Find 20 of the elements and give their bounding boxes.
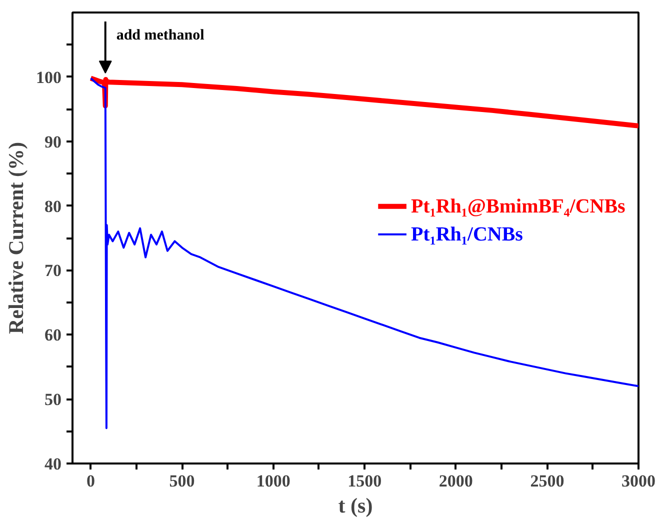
y-tick-label: 60	[44, 326, 62, 345]
x-tick-label: 1000	[256, 472, 290, 490]
y-tick-label: 70	[44, 261, 62, 280]
y-tick-label: 100	[36, 68, 62, 87]
x-axis-title: t (s)	[338, 494, 373, 518]
x-tick-label: 2500	[530, 472, 564, 490]
legend-label: Pt₁Rh₁/CNBs	[410, 223, 524, 246]
x-tick-label: 500	[169, 472, 195, 490]
x-tick-label: 3000	[622, 472, 656, 490]
y-tick-label: 50	[44, 390, 62, 410]
y-axis-title: Relative Current (%)	[4, 142, 28, 334]
y-tick-label: 40	[44, 454, 62, 474]
legend-label: Pt₁Rh₁@BmimBF₄/CNBs	[410, 195, 626, 218]
annotation: add methanol	[116, 28, 204, 44]
y-tick-label: 90	[44, 132, 62, 152]
x-tick-label: 0	[86, 472, 96, 490]
x-tick-label: 2000	[438, 472, 473, 490]
line-series	[90, 77, 638, 430]
x-tick-label: 1500	[348, 472, 382, 490]
y-tick-label: 80	[44, 196, 62, 216]
